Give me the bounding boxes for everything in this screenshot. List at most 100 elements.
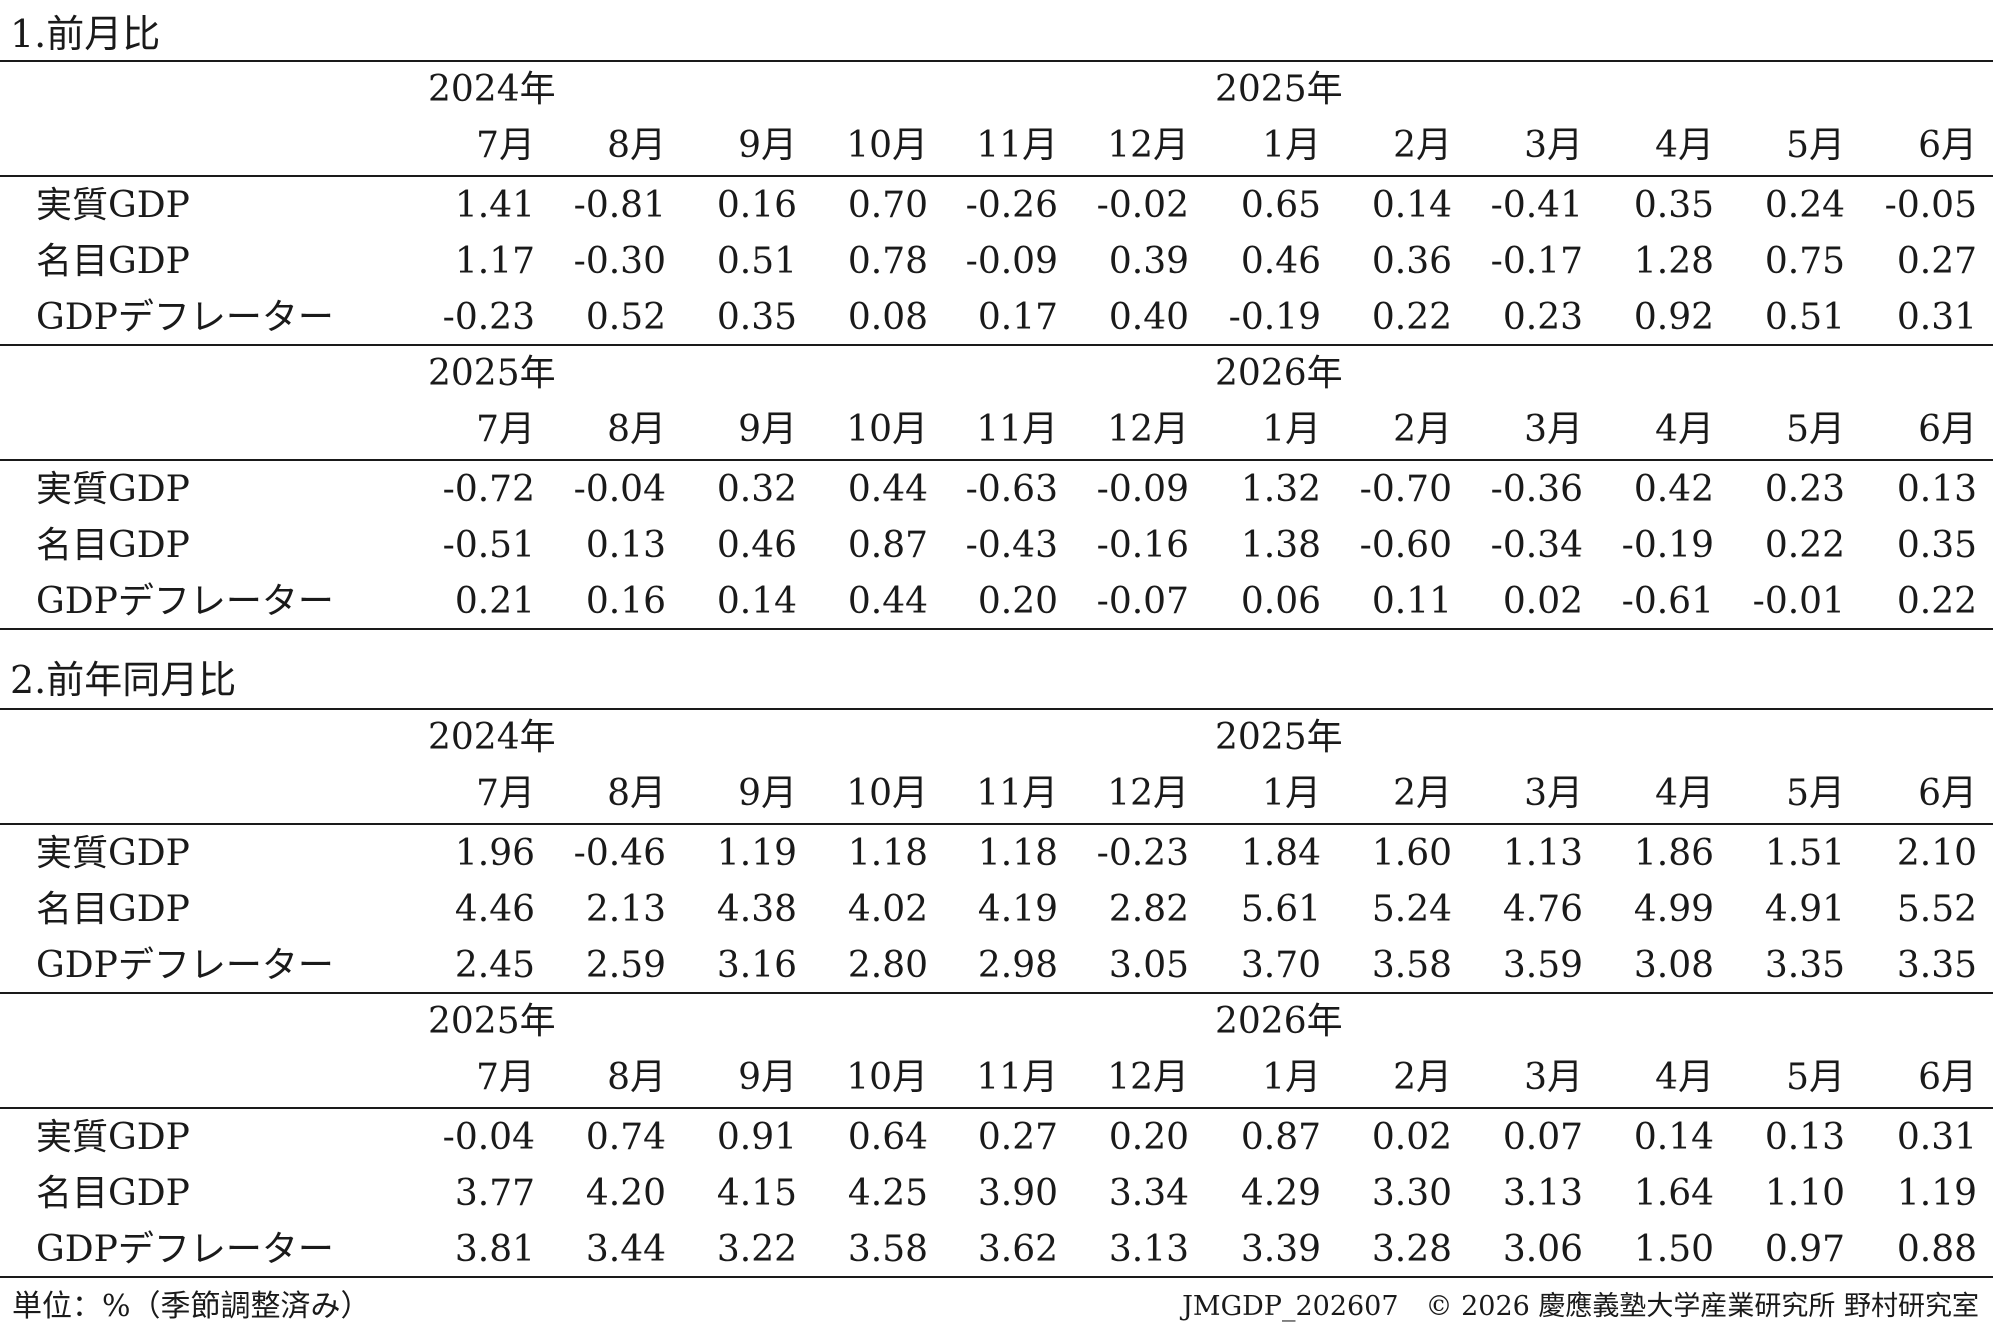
row-label: 実質GDP — [36, 833, 190, 874]
table-cell: 0.35 — [1896, 525, 1977, 566]
table-cell: 0.51 — [1764, 297, 1845, 338]
row-label: 実質GDP — [36, 185, 190, 226]
table-cell: 0.23 — [1764, 469, 1845, 510]
table-cell: 3.58 — [1371, 945, 1452, 986]
table-cell: -0.30 — [573, 241, 666, 282]
rule — [0, 459, 1993, 461]
month-header: 5月 — [1786, 409, 1845, 450]
row-label: GDPデフレーター — [36, 581, 334, 622]
table-cell: 2.45 — [454, 945, 535, 986]
month-header: 10月 — [846, 409, 928, 450]
year-label: 2025年 — [1215, 717, 1343, 758]
table-cell: 0.13 — [585, 525, 666, 566]
table-cell: 0.07 — [1502, 1117, 1583, 1158]
table-cell: 5.61 — [1240, 889, 1321, 930]
year-header-row: 2024年 2025年 — [0, 62, 1993, 118]
month-header: 3月 — [1524, 1057, 1583, 1098]
table-cell: 4.38 — [716, 889, 797, 930]
table-cell: 0.22 — [1371, 297, 1452, 338]
month-header-row: 7月 8月 9月 10月 11月 12月 1月 2月 3月 4月 5月 6月 — [0, 118, 1993, 174]
table-cell: 1.86 — [1633, 833, 1714, 874]
table-cell: -0.61 — [1621, 581, 1714, 622]
table-cell: 0.02 — [1502, 581, 1583, 622]
table-cell: -0.51 — [442, 525, 535, 566]
month-header: 4月 — [1655, 773, 1714, 814]
month-header: 12月 — [1107, 1057, 1189, 1098]
year-label: 2025年 — [1215, 69, 1343, 110]
table-cell: 3.28 — [1371, 1229, 1452, 1270]
table-cell: 1.19 — [716, 833, 797, 874]
month-header: 9月 — [738, 1057, 797, 1098]
table-cell: 2.80 — [847, 945, 928, 986]
year-header-row: 2025年 2026年 — [0, 346, 1993, 402]
row-label: GDPデフレーター — [36, 297, 334, 338]
table-cell: -0.70 — [1359, 469, 1452, 510]
table-cell: 0.78 — [847, 241, 928, 282]
month-header: 11月 — [976, 773, 1058, 814]
month-header-row: 7月 8月 9月 10月 11月 12月 1月 2月 3月 4月 5月 6月 — [0, 402, 1993, 458]
table-cell: 0.22 — [1896, 581, 1977, 622]
month-header: 10月 — [846, 773, 928, 814]
rule — [0, 823, 1993, 825]
month-header: 6月 — [1918, 125, 1977, 166]
table-cell: 3.13 — [1108, 1229, 1189, 1270]
table-cell: -0.09 — [1096, 469, 1189, 510]
unit-note: 単位：%（季節調整済み） — [12, 1289, 371, 1324]
table-cell: 0.08 — [847, 297, 928, 338]
table-cell: 1.60 — [1371, 833, 1452, 874]
month-header: 3月 — [1524, 773, 1583, 814]
rule — [0, 175, 1993, 177]
table-cell: 4.76 — [1502, 889, 1583, 930]
table-row: GDPデフレーター 0.21 0.16 0.14 0.44 0.20 -0.07 0.06 0.… — [0, 574, 1993, 630]
table-cell: 0.23 — [1502, 297, 1583, 338]
month-header: 5月 — [1786, 1057, 1845, 1098]
table-cell: 0.51 — [716, 241, 797, 282]
table-cell: 0.02 — [1371, 1117, 1452, 1158]
table-cell: -0.02 — [1096, 185, 1189, 226]
month-header: 7月 — [476, 409, 535, 450]
year-label: 2026年 — [1215, 1001, 1343, 1042]
table-cell: 0.36 — [1371, 241, 1452, 282]
year-label: 2025年 — [428, 353, 556, 394]
table-cell: 0.14 — [1371, 185, 1452, 226]
month-header: 6月 — [1918, 409, 1977, 450]
row-label: 名目GDP — [36, 1173, 190, 1214]
month-header-row: 7月 8月 9月 10月 11月 12月 1月 2月 3月 4月 5月 6月 — [0, 766, 1993, 822]
table-cell: -0.60 — [1359, 525, 1452, 566]
month-header: 10月 — [846, 125, 928, 166]
table-cell: -0.01 — [1752, 581, 1845, 622]
table-cell: 0.31 — [1896, 1117, 1977, 1158]
table-cell: -0.19 — [1621, 525, 1714, 566]
table-cell: 1.96 — [454, 833, 535, 874]
rule — [0, 992, 1993, 994]
rule — [0, 708, 1993, 710]
table-cell: 0.31 — [1896, 297, 1977, 338]
year-label: 2025年 — [428, 1001, 556, 1042]
table-cell: 3.39 — [1240, 1229, 1321, 1270]
row-label: 実質GDP — [36, 1117, 190, 1158]
table-cell: 0.70 — [847, 185, 928, 226]
rule — [0, 344, 1993, 346]
month-header: 7月 — [476, 1057, 535, 1098]
table-cell: -0.23 — [442, 297, 535, 338]
month-header: 5月 — [1786, 773, 1845, 814]
year-label: 2024年 — [428, 69, 556, 110]
table-cell: 3.59 — [1502, 945, 1583, 986]
table-row: GDPデフレーター 3.81 3.44 3.22 3.58 3.62 3.13 3.39 3.2… — [0, 1222, 1993, 1278]
table-cell: -0.07 — [1096, 581, 1189, 622]
table-cell: 4.46 — [454, 889, 535, 930]
table-cell: -0.81 — [573, 185, 666, 226]
table-row: GDPデフレーター -0.23 0.52 0.35 0.08 0.17 0.40 -0.19 0… — [0, 290, 1993, 346]
table-row: 実質GDP -0.04 0.74 0.91 0.64 0.27 0.20 0.87 0.02 0.… — [0, 1110, 1993, 1166]
table-cell: -0.41 — [1490, 185, 1583, 226]
month-header: 11月 — [976, 409, 1058, 450]
table-cell: 2.98 — [977, 945, 1058, 986]
month-header: 3月 — [1524, 409, 1583, 450]
table-cell: 4.99 — [1633, 889, 1714, 930]
table-cell: 3.16 — [716, 945, 797, 986]
table-cell: 1.18 — [977, 833, 1058, 874]
table-row: 名目GDP 3.77 4.20 4.15 4.25 3.90 3.34 4.29 3.30 3.1… — [0, 1166, 1993, 1222]
month-header: 4月 — [1655, 125, 1714, 166]
rule — [0, 1276, 1993, 1278]
